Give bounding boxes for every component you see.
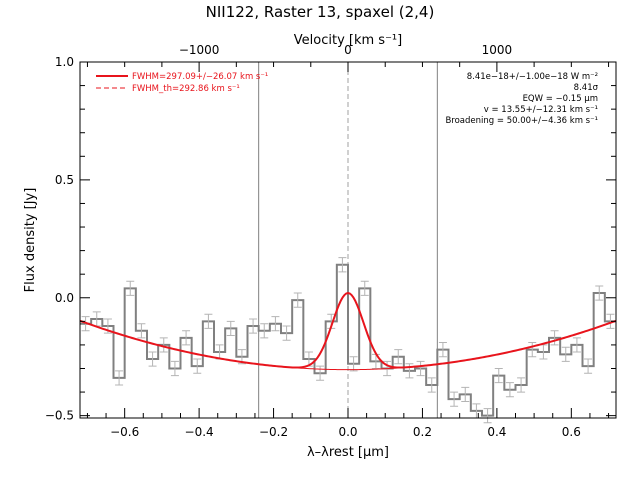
annotation-broadening: Broadening = 50.00+/−4.36 km s⁻¹ <box>445 116 598 126</box>
legend: FWHM=297.09+/−26.07 km s⁻¹ FWHM_th=292.8… <box>96 72 268 94</box>
data-point-error <box>561 346 570 362</box>
data-point-error <box>115 370 124 386</box>
data-point-error <box>271 316 280 332</box>
data-point-error <box>517 377 526 393</box>
y-axis-label: Flux density [Jy] <box>23 188 38 293</box>
x-tick-label: −0.4 <box>185 425 214 439</box>
data-point-error <box>461 386 470 402</box>
top-axis-label: Velocity [km s⁻¹] <box>294 33 402 48</box>
data-point-error <box>438 342 447 358</box>
x-axis-label: λ–λrest [μm] <box>307 445 389 460</box>
data-series <box>80 257 616 424</box>
data-point-error <box>394 349 403 365</box>
x-tick-label: −0.2 <box>259 425 288 439</box>
axis-ticks: −0.6 −0.4 −0.2 0.0 0.2 0.4 0.6 −1000 0 1000 −0.5 0.… <box>45 43 616 439</box>
data-point-error <box>170 360 179 377</box>
data-point-error <box>249 318 258 334</box>
data-point-error <box>584 358 593 374</box>
data-point-error <box>293 292 302 308</box>
data-point-error <box>528 342 537 358</box>
x-tick-label: 0.6 <box>562 425 581 439</box>
data-point-error <box>494 367 503 384</box>
data-point-error <box>550 330 559 346</box>
data-point-error <box>349 356 358 372</box>
data-point-error <box>595 285 604 301</box>
fit-curves <box>79 292 617 371</box>
data-point-error <box>450 391 459 407</box>
top-tick-label: −1000 <box>179 43 220 57</box>
annotation-significance: 8.41σ <box>574 83 599 93</box>
data-point-error <box>282 325 291 341</box>
data-point-error <box>204 313 213 329</box>
data-point-error <box>226 320 235 336</box>
data-point-error <box>182 330 191 346</box>
data-point-error <box>360 280 369 296</box>
top-tick-label: 1000 <box>482 43 513 57</box>
data-point-error <box>260 323 269 339</box>
legend-label-baseline: FWHM_th=292.86 km s⁻¹ <box>132 84 240 94</box>
y-tick-label: 0.0 <box>55 291 74 305</box>
legend-label-fit: FWHM=297.09+/−26.07 km s⁻¹ <box>132 72 268 82</box>
data-point-error <box>606 313 615 329</box>
data-point-error <box>483 408 492 424</box>
data-point-error <box>193 358 202 374</box>
x-tick-label: 0.4 <box>487 425 506 439</box>
data-point-error <box>572 337 581 353</box>
annotation-flux: 8.41e−18+/−1.00e−18 W m⁻² <box>467 72 598 82</box>
data-point-error <box>505 382 514 398</box>
data-point-error <box>316 365 325 381</box>
top-tick-label: 0 <box>344 43 352 57</box>
fit-annotations: 8.41e−18+/−1.00e−18 W m⁻² 8.41σ EQW = −0… <box>445 72 598 126</box>
data-point-error <box>137 323 146 339</box>
data-point-error <box>159 337 168 353</box>
x-tick-label: −0.6 <box>110 425 139 439</box>
data-point-error <box>338 257 347 273</box>
annotation-eqw: EQW = −0.15 μm <box>523 94 598 104</box>
annotation-velocity: v = 13.55+/−12.31 km s⁻¹ <box>484 105 598 115</box>
x-tick-label: 0.0 <box>338 425 357 439</box>
data-point-error <box>427 377 436 393</box>
data-point-error <box>126 280 135 296</box>
y-tick-label: −0.5 <box>45 409 74 423</box>
data-step-line <box>80 263 616 417</box>
chart-title: NII122, Raster 13, spaxel (2,4) <box>206 3 435 21</box>
fit-gaussian-curve <box>79 292 617 369</box>
x-tick-label: 0.2 <box>413 425 432 439</box>
data-point-error <box>148 351 157 367</box>
data-point-error <box>416 360 425 377</box>
y-tick-label: 0.5 <box>55 173 74 187</box>
y-tick-label: 1.0 <box>55 55 74 69</box>
